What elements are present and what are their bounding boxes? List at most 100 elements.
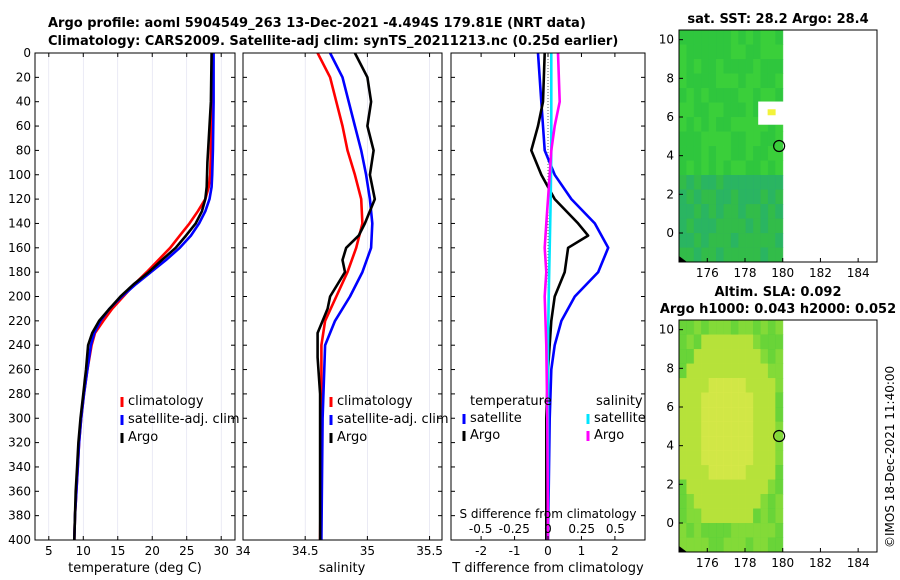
y-tick-label: 20	[16, 70, 31, 84]
map-cell	[775, 421, 784, 437]
y-tick-label: 340	[8, 460, 31, 474]
map-y-tick-label: 10	[659, 33, 674, 47]
map-cell	[686, 320, 695, 335]
map-cell	[745, 204, 754, 219]
map-cell	[679, 73, 687, 89]
map-cell	[716, 392, 724, 408]
map-cell	[679, 494, 687, 509]
map-cell	[745, 494, 754, 509]
map-cell	[745, 479, 754, 495]
map-cell	[693, 523, 702, 538]
map-cell	[730, 30, 739, 45]
map-cell	[686, 349, 695, 364]
map-cell	[701, 450, 710, 466]
map-cell	[686, 407, 695, 422]
map-cell	[693, 218, 702, 234]
map-cell	[686, 523, 695, 538]
map-cell	[738, 88, 747, 103]
map-cell	[679, 363, 687, 379]
map-cell	[760, 494, 769, 509]
y-tick-label: 160	[8, 241, 31, 255]
legend-label: satellite	[470, 411, 522, 426]
map-cell	[686, 450, 695, 466]
map-cell	[730, 44, 739, 60]
map-cell	[753, 204, 761, 219]
map-cell	[753, 189, 761, 205]
map-cell	[708, 363, 717, 379]
map-cell	[775, 479, 784, 495]
map-cell	[708, 204, 717, 219]
map-cell	[730, 392, 739, 408]
map-cell	[767, 218, 776, 234]
map-cell	[767, 465, 776, 480]
map-cell	[745, 363, 754, 379]
x-tick-label: 0	[544, 544, 552, 558]
map-cell	[775, 73, 784, 89]
map-cell	[730, 247, 739, 263]
map-cell	[738, 146, 747, 161]
map-cell	[723, 349, 732, 364]
map-cell	[738, 479, 747, 495]
x-tick-label: 25	[179, 544, 194, 558]
x-tick-label: 34.5	[292, 544, 319, 558]
series-line-satellite-adj-clim	[73, 53, 215, 541]
map-cell	[723, 378, 732, 393]
map-cell	[693, 378, 702, 393]
map-cell	[738, 218, 747, 234]
map-cell	[745, 465, 754, 480]
map-cell	[767, 421, 776, 437]
map-cell	[693, 494, 702, 509]
map-cell	[686, 218, 695, 234]
map-cell	[701, 175, 710, 190]
map-cell	[753, 479, 761, 495]
map-cell	[716, 421, 724, 437]
map-cell	[730, 363, 739, 379]
x-axis-label: T difference from climatology	[451, 561, 644, 576]
map-y-tick-label: 2	[666, 477, 674, 491]
map-cell	[760, 320, 769, 335]
map-cell	[701, 421, 710, 437]
map-cell	[760, 160, 769, 176]
map-cell	[701, 523, 710, 538]
map-cell	[745, 320, 754, 335]
map-cell	[760, 450, 769, 466]
map-cell	[767, 146, 776, 161]
map-cell	[708, 465, 717, 480]
map-cell	[686, 247, 695, 263]
map-cell	[716, 204, 724, 219]
map-cell	[738, 436, 747, 451]
map-cell	[716, 73, 724, 89]
map-cell	[723, 363, 732, 379]
map-cell	[716, 88, 724, 103]
map-cell	[701, 131, 710, 147]
map-cell	[738, 160, 747, 176]
map-cell	[760, 421, 769, 437]
map-cell	[775, 88, 784, 103]
map-cell	[738, 334, 747, 350]
map-cell	[723, 88, 732, 103]
map-cell	[775, 494, 784, 509]
map-cell	[760, 537, 769, 553]
map-cell	[730, 160, 739, 176]
map-cell	[767, 189, 776, 205]
map-cell	[753, 450, 761, 466]
map-cell	[686, 392, 695, 408]
warm-pixel	[767, 109, 776, 116]
map-cell	[723, 73, 732, 89]
map-cell	[686, 160, 695, 176]
map-cell	[753, 73, 761, 89]
map-cell	[679, 407, 687, 422]
map-cell	[775, 30, 784, 45]
map-cell	[775, 407, 784, 422]
y-tick-label: 320	[8, 436, 31, 450]
map-cell	[708, 508, 717, 524]
map-cell	[775, 450, 784, 466]
y-tick-label: 300	[8, 411, 31, 425]
map-cell	[723, 465, 732, 480]
map-cell	[679, 436, 687, 451]
map-cell	[745, 421, 754, 437]
map-cell	[745, 30, 754, 45]
map-cell	[686, 334, 695, 350]
map-cell	[679, 117, 687, 132]
map-cell	[679, 233, 687, 248]
